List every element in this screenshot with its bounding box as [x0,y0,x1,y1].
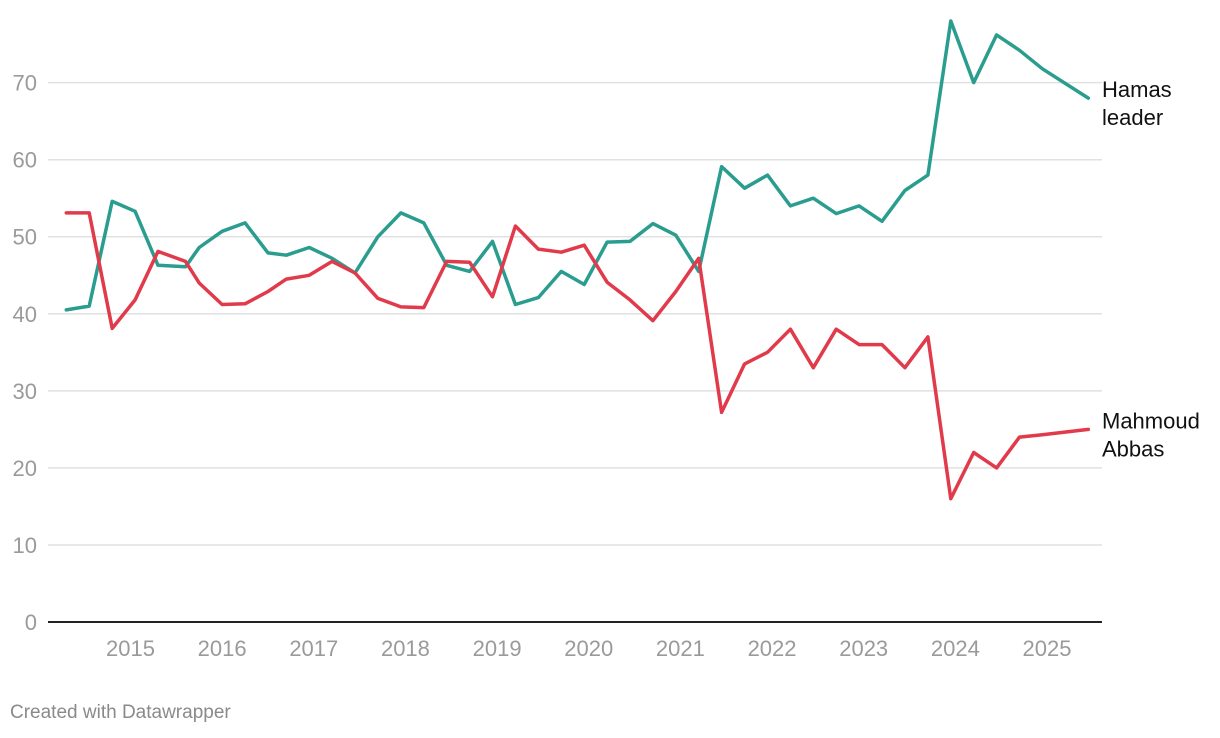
x-tick-label: 2024 [931,636,980,661]
x-tick-label: 2019 [473,636,522,661]
gridlines [48,81,1102,623]
series-line-mahmoud-abbas [64,211,1091,501]
x-tick-label: 2023 [839,636,888,661]
x-tick-label: 2022 [748,636,797,661]
series-label-hamas-leader: Hamas leader [1102,77,1172,130]
datawrapper-credit: Created with Datawrapper [10,702,231,723]
x-tick-label: 2017 [289,636,338,661]
y-tick-label: 20 [13,456,37,481]
series-lines [64,19,1091,501]
y-tick-label: 30 [13,379,37,404]
y-tick-label: 10 [13,533,37,558]
y-tick-label: 60 [13,148,37,173]
y-tick-label: 40 [13,302,37,327]
x-axis-ticks: 2015 2016 2017 2018 2019 2020 2021 2022 2023 2024… [106,636,1071,661]
y-tick-label: 70 [13,71,37,96]
y-tick-label: 0 [25,610,37,635]
x-tick-label: 2025 [1023,636,1072,661]
x-tick-label: 2015 [106,636,155,661]
series-label-line: Hamas [1102,77,1172,102]
x-tick-label: 2021 [656,636,705,661]
series-label-mahmoud-abbas: Mahmoud Abbas [1102,408,1200,461]
x-tick-label: 2018 [381,636,430,661]
x-tick-label: 2020 [564,636,613,661]
series-label-line: leader [1102,105,1163,130]
x-tick-label: 2016 [198,636,247,661]
y-tick-label: 50 [13,225,37,250]
series-label-line: Abbas [1102,436,1164,461]
series-label-line: Mahmoud [1102,408,1200,433]
series-line-hamas-leader [64,19,1091,312]
y-axis-ticks: 0 10 20 30 40 50 60 70 [13,71,37,635]
series-labels: Hamas leader Mahmoud Abbas [1102,77,1200,461]
